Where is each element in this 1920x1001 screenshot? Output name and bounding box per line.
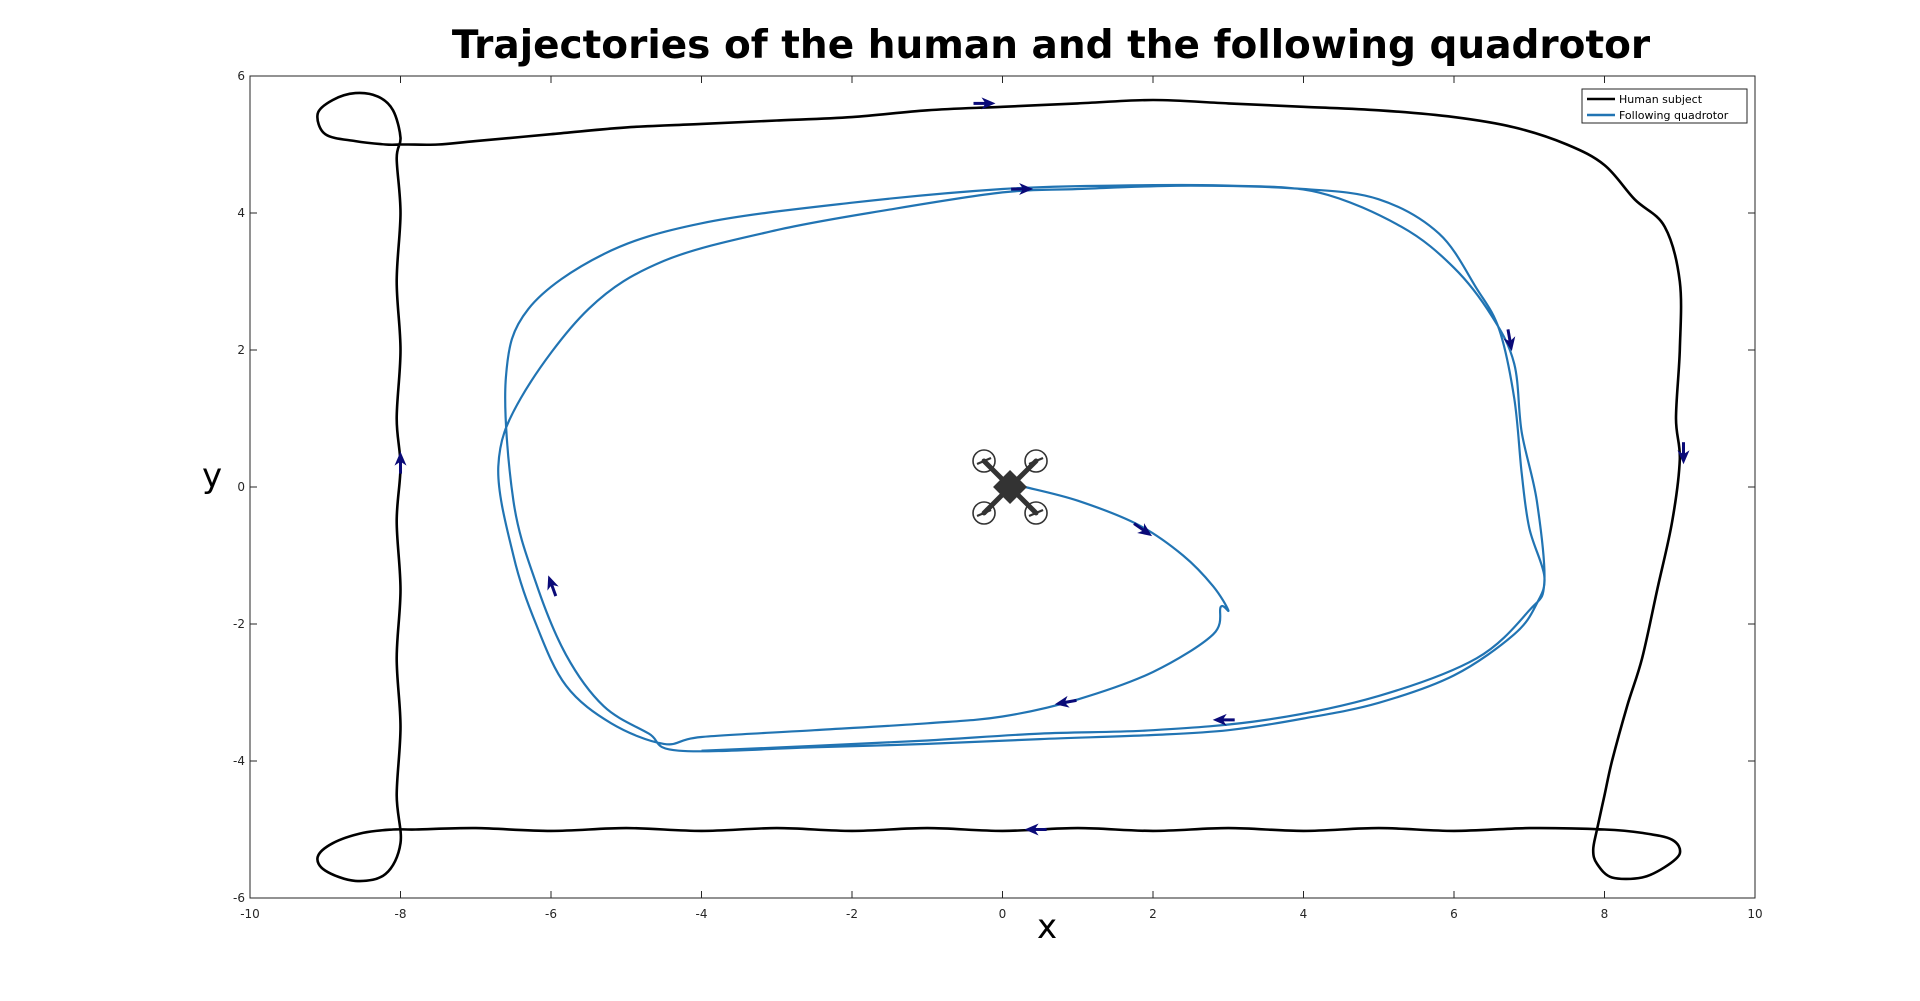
- direction-markers: [394, 97, 1690, 836]
- legend-box: [1581, 88, 1748, 124]
- quadrotor-icon: [972, 449, 1048, 525]
- legend: Human subject Following quadrotor: [1581, 88, 1748, 124]
- y-tick-label: 6: [237, 69, 245, 83]
- x-tick-label: 6: [1450, 907, 1458, 921]
- x-tick-label: 2: [1149, 907, 1157, 921]
- y-tick-label: -4: [233, 754, 245, 768]
- x-tick-label: -2: [846, 907, 858, 921]
- x-tick-label: 8: [1601, 907, 1609, 921]
- direction-arrow-icon: [1133, 522, 1153, 537]
- x-tick-label: 0: [999, 907, 1007, 921]
- direction-arrow-icon: [1054, 695, 1077, 708]
- direction-arrow-icon: [1503, 329, 1516, 352]
- x-tick-label: -6: [545, 907, 557, 921]
- x-tick-label: -4: [696, 907, 708, 921]
- direction-arrow-icon: [1677, 442, 1690, 465]
- direction-arrow-icon: [1024, 823, 1047, 836]
- y-tick-label: 0: [237, 480, 245, 494]
- x-axis-label: x: [1037, 907, 1057, 947]
- direction-arrow-icon: [547, 575, 559, 597]
- y-tick-label: -6: [233, 891, 245, 905]
- x-tick-label: -10: [240, 907, 260, 921]
- y-tick-label: 4: [237, 206, 245, 220]
- legend-label-quadrotor: Following quadrotor: [1619, 109, 1729, 122]
- chart-title: Trajectories of the human and the follow…: [452, 23, 1651, 68]
- legend-label-human: Human subject: [1619, 93, 1703, 106]
- direction-arrow-icon: [973, 97, 996, 110]
- series-following-quadrotor: [497, 183, 1546, 753]
- y-axis-label: y: [202, 456, 222, 496]
- y-tick-label: 2: [237, 343, 245, 357]
- direction-arrow-icon: [394, 451, 407, 474]
- y-tick-label: -2: [233, 617, 245, 631]
- x-tick-label: -8: [395, 907, 407, 921]
- axis-ticks: -10 -8 -6 -4 -2 0 2 4 6 8 10 -6 -4 -2 0 2 4 6: [233, 69, 1763, 921]
- x-tick-label: 4: [1300, 907, 1308, 921]
- direction-arrow-icon: [1011, 183, 1034, 195]
- direction-arrow-icon: [1212, 713, 1235, 726]
- x-tick-label: 10: [1747, 907, 1762, 921]
